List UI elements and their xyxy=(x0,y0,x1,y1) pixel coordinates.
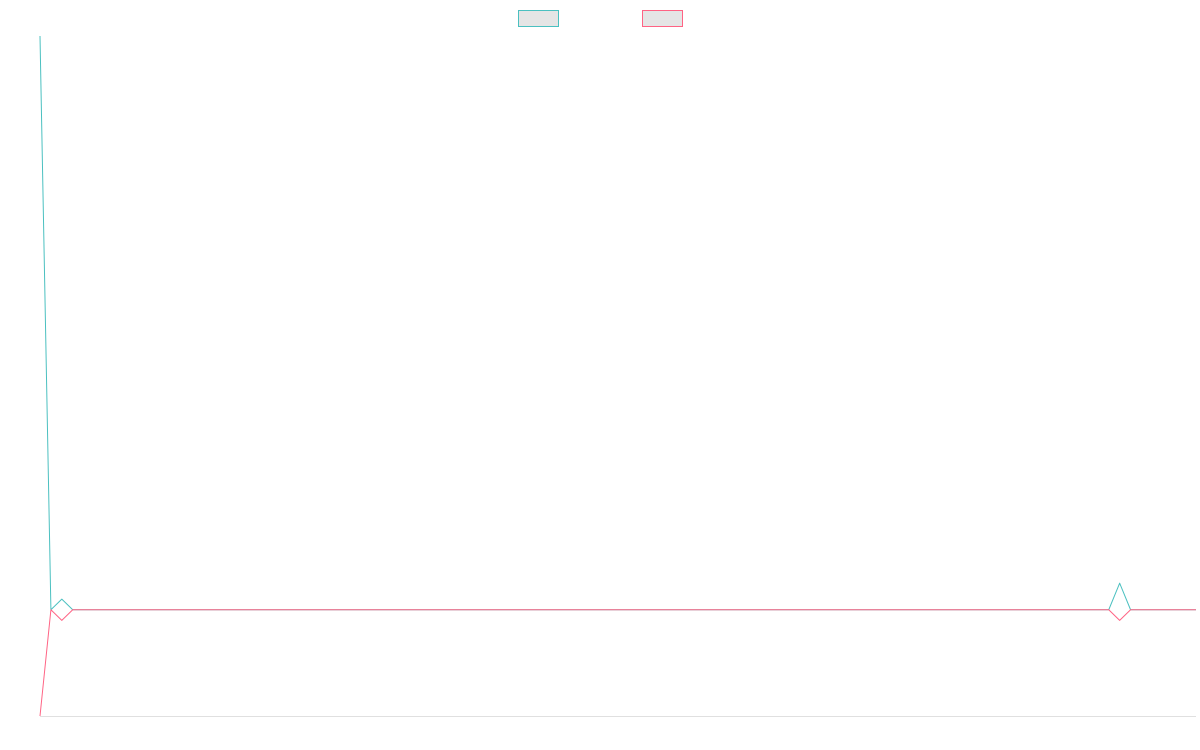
legend-swatch-2[interactable] xyxy=(642,10,683,27)
plot-area xyxy=(39,35,1196,717)
chart-legend[interactable] xyxy=(518,10,683,27)
legend-swatch-1[interactable] xyxy=(518,10,559,27)
series-group xyxy=(39,35,1196,717)
series-line-2 xyxy=(39,609,1196,717)
series-line-1 xyxy=(39,35,1196,611)
